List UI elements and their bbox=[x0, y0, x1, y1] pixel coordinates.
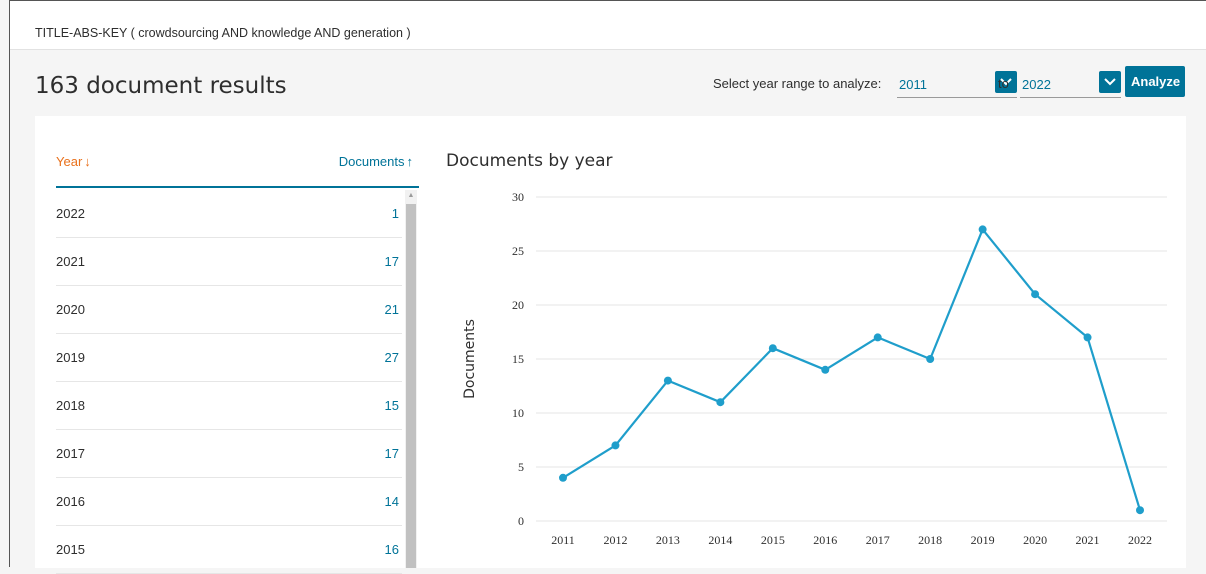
year-table-body: 2022 1 2021 17 2020 21 2019 27 2018 15 2… bbox=[56, 190, 402, 574]
series-line bbox=[562, 228, 1142, 511]
chevron-down-icon[interactable] bbox=[995, 71, 1017, 93]
chevron-down-icon[interactable] bbox=[1099, 71, 1121, 93]
documents-header-label: Documents bbox=[338, 154, 405, 169]
y-tick-label: 0 bbox=[518, 514, 524, 528]
table-row: 2017 17 bbox=[56, 430, 402, 478]
x-tick-label: 2017 bbox=[866, 533, 890, 547]
to-label: to bbox=[998, 76, 1009, 91]
data-point bbox=[1083, 333, 1092, 342]
data-point bbox=[821, 365, 830, 374]
row-document-count[interactable]: 15 bbox=[384, 398, 399, 413]
x-tick-label: 2021 bbox=[1076, 533, 1100, 547]
search-query[interactable]: TITLE-ABS-KEY ( crowdsourcing AND knowle… bbox=[35, 26, 411, 40]
analyze-button[interactable]: Analyze bbox=[1125, 66, 1185, 97]
documents-by-year-chart: Documents by year 0 5 10 15 20 25 30 Documents 20… bbox=[446, 151, 1167, 547]
x-tick-label: 2014 bbox=[708, 533, 732, 547]
query-bar: TITLE-ABS-KEY ( crowdsourcing AND knowle… bbox=[10, 1, 1206, 50]
to-year-select[interactable]: 2022 bbox=[1020, 71, 1121, 98]
from-year-select[interactable]: 2011 bbox=[897, 71, 1017, 98]
x-tick-label: 2011 bbox=[551, 533, 575, 547]
year-column-header[interactable]: Year ↓ bbox=[56, 154, 91, 169]
x-tick-label: 2020 bbox=[1023, 533, 1047, 547]
y-axis-label: Documents bbox=[462, 319, 478, 399]
arrow-up-icon: ↑ bbox=[406, 154, 414, 169]
row-year: 2020 bbox=[56, 302, 85, 317]
row-document-count[interactable]: 16 bbox=[384, 542, 399, 557]
data-point bbox=[611, 441, 620, 450]
data-point bbox=[663, 376, 672, 385]
row-document-count[interactable]: 1 bbox=[391, 206, 399, 221]
x-tick-label: 2018 bbox=[918, 533, 942, 547]
y-tick-label: 25 bbox=[512, 244, 524, 258]
from-year-value: 2011 bbox=[899, 77, 927, 92]
table-row: 2016 14 bbox=[56, 478, 402, 526]
table-scrollbar[interactable]: ▲ bbox=[405, 190, 417, 568]
year-header-label: Year bbox=[56, 154, 83, 169]
analysis-panel: Year ↓ Documents ↑ 2022 1 2021 17 2020 21 … bbox=[35, 116, 1186, 574]
app-frame: TITLE-ABS-KEY ( crowdsourcing AND knowle… bbox=[9, 0, 1206, 574]
data-point bbox=[978, 225, 987, 234]
y-tick-label: 15 bbox=[512, 352, 524, 366]
scroll-up-icon[interactable]: ▲ bbox=[407, 192, 415, 199]
x-tick-label: 2016 bbox=[813, 533, 837, 547]
row-document-count[interactable]: 14 bbox=[384, 494, 399, 509]
data-point bbox=[1136, 506, 1144, 515]
table-row: 2019 27 bbox=[56, 334, 402, 382]
arrow-down-icon: ↓ bbox=[84, 154, 91, 169]
results-title: 163 document results bbox=[35, 73, 287, 99]
y-tick-label: 20 bbox=[512, 298, 524, 312]
data-point bbox=[926, 355, 935, 363]
row-year: 2015 bbox=[56, 542, 85, 557]
x-tick-label: 2022 bbox=[1128, 533, 1152, 547]
row-year: 2019 bbox=[56, 350, 85, 365]
x-tick-label: 2012 bbox=[603, 533, 627, 547]
table-header: Year ↓ Documents ↑ bbox=[56, 144, 419, 188]
row-year: 2021 bbox=[56, 254, 85, 269]
documents-column-header[interactable]: Documents ↑ bbox=[339, 154, 413, 169]
scrollbar-thumb[interactable] bbox=[406, 204, 416, 568]
y-tick-label: 10 bbox=[512, 406, 524, 420]
chart-title: Documents by year bbox=[446, 151, 613, 171]
y-tick-label: 5 bbox=[518, 460, 524, 474]
to-year-value: 2022 bbox=[1022, 77, 1051, 92]
x-tick-label: 2013 bbox=[656, 533, 680, 547]
row-year: 2017 bbox=[56, 446, 85, 461]
row-year: 2022 bbox=[56, 206, 85, 221]
table-row: 2021 17 bbox=[56, 238, 402, 286]
x-tick-label: 2019 bbox=[971, 533, 995, 547]
row-document-count[interactable]: 21 bbox=[384, 302, 399, 317]
data-point bbox=[768, 344, 777, 353]
row-document-count[interactable]: 17 bbox=[384, 254, 399, 269]
y-tick-label: 30 bbox=[512, 190, 524, 204]
data-point bbox=[873, 333, 882, 342]
row-year: 2018 bbox=[56, 398, 85, 413]
year-range-selector: Select year range to analyze: 2011 to 20… bbox=[10, 66, 1206, 99]
table-row: 2018 15 bbox=[56, 382, 402, 430]
table-row: 2020 21 bbox=[56, 286, 402, 334]
x-tick-label: 2015 bbox=[761, 533, 785, 547]
data-point bbox=[559, 473, 567, 482]
data-point bbox=[1031, 290, 1040, 299]
table-row: 2022 1 bbox=[56, 190, 402, 238]
year-range-label: Select year range to analyze: bbox=[713, 76, 882, 91]
data-point bbox=[716, 398, 725, 407]
row-document-count[interactable]: 27 bbox=[384, 350, 399, 365]
row-year: 2016 bbox=[56, 494, 85, 509]
row-document-count[interactable]: 17 bbox=[384, 446, 399, 461]
